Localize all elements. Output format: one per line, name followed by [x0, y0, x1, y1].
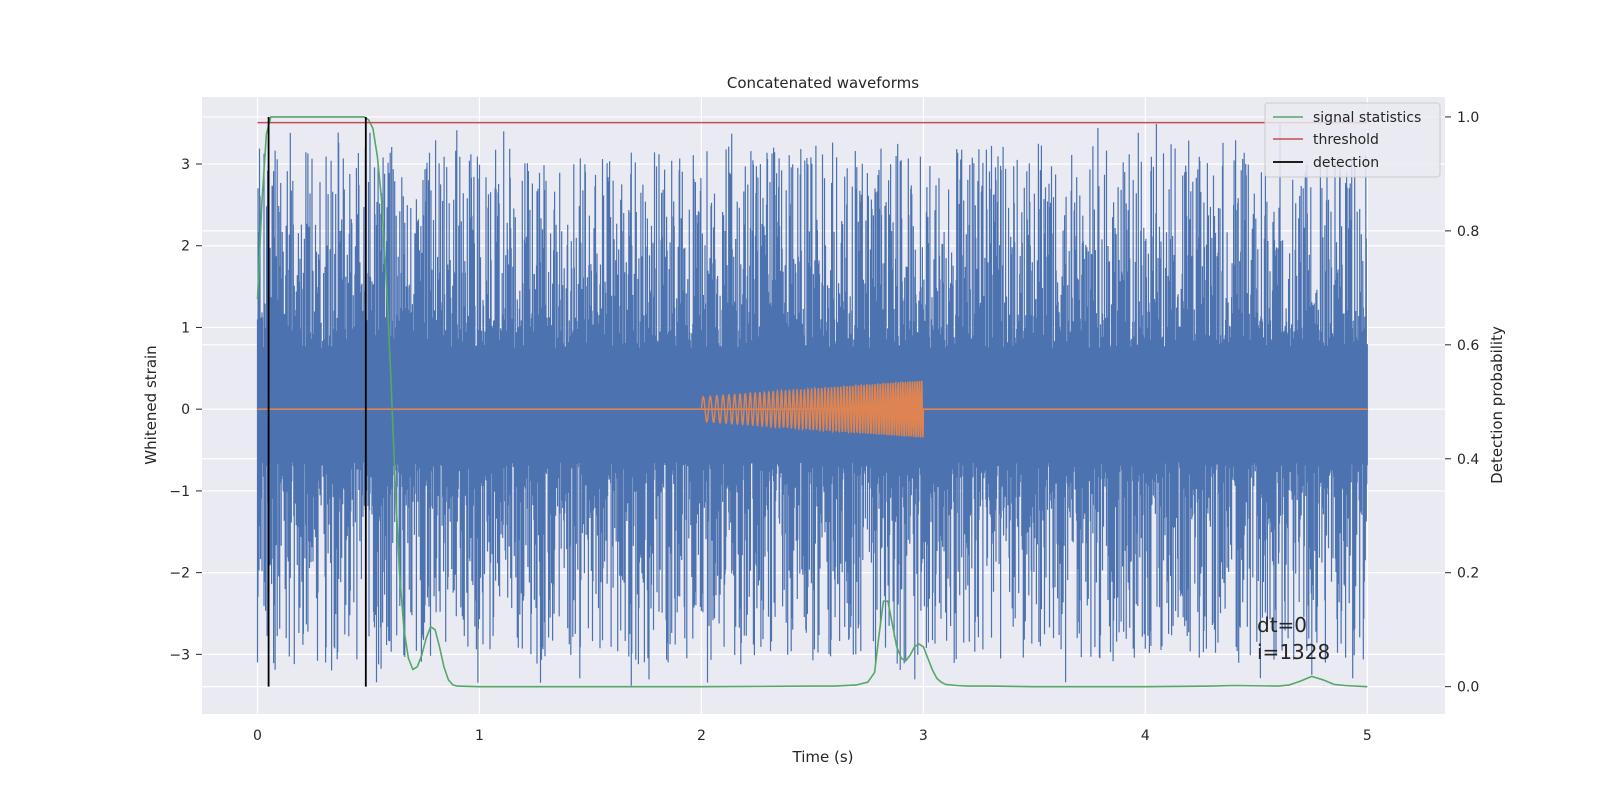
y-left-tick-label: 3	[181, 157, 190, 173]
x-tick-label: 4	[1141, 728, 1150, 744]
y-right-tick-label: 0.8	[1457, 224, 1479, 240]
y-left-tick-label: 2	[181, 239, 190, 255]
y-left-tick-label: 1	[181, 320, 190, 336]
y-right-tick-label: 1.0	[1457, 110, 1479, 126]
y-right-tick-label: 0.6	[1457, 338, 1479, 354]
annotation-index: i=1328	[1257, 640, 1330, 664]
legend-box	[1264, 102, 1441, 178]
y-right-tick-label: 0.4	[1457, 452, 1479, 468]
legend: signal statistics threshold detection	[1264, 102, 1441, 178]
x-tick-label: 1	[475, 728, 484, 744]
y-left-tick-label: −1	[169, 484, 190, 500]
y-left-tick-label: 0	[181, 402, 190, 418]
x-axis-label: Time (s)	[792, 748, 854, 766]
chart-title: Concatenated waveforms	[727, 74, 919, 92]
legend-label-signal-statistics: signal statistics	[1313, 110, 1421, 126]
y-right-tick-label: 0.2	[1457, 566, 1479, 582]
axis-ticks: 0 1 2 3 4 5 −3 −2 −1 0 1 2 3 0.0 0.2 0.4 0.6 0.8 1.0	[169, 110, 1479, 744]
annotation-dt: dt=0	[1257, 613, 1307, 637]
y-right-tick-label: 0.0	[1457, 680, 1479, 696]
signal-statistics-series	[256, 116, 1368, 688]
x-tick-label: 0	[253, 728, 262, 744]
y-left-tick-label: −2	[169, 566, 190, 582]
x-tick-label: 5	[1363, 728, 1372, 744]
right-y-axis-label: Detection probability	[1488, 326, 1506, 484]
legend-label-detection: detection	[1313, 155, 1379, 171]
legend-label-threshold: threshold	[1313, 132, 1379, 148]
x-tick-label: 3	[919, 728, 928, 744]
injection-series	[257, 380, 1368, 438]
left-y-axis-label: Whitened strain	[142, 345, 160, 464]
injection-chirp	[700, 380, 925, 438]
x-tick-label: 2	[697, 728, 706, 744]
y-left-tick-label: −3	[169, 647, 190, 663]
signal-statistics-line	[256, 116, 1368, 688]
detection-series	[267, 116, 367, 687]
